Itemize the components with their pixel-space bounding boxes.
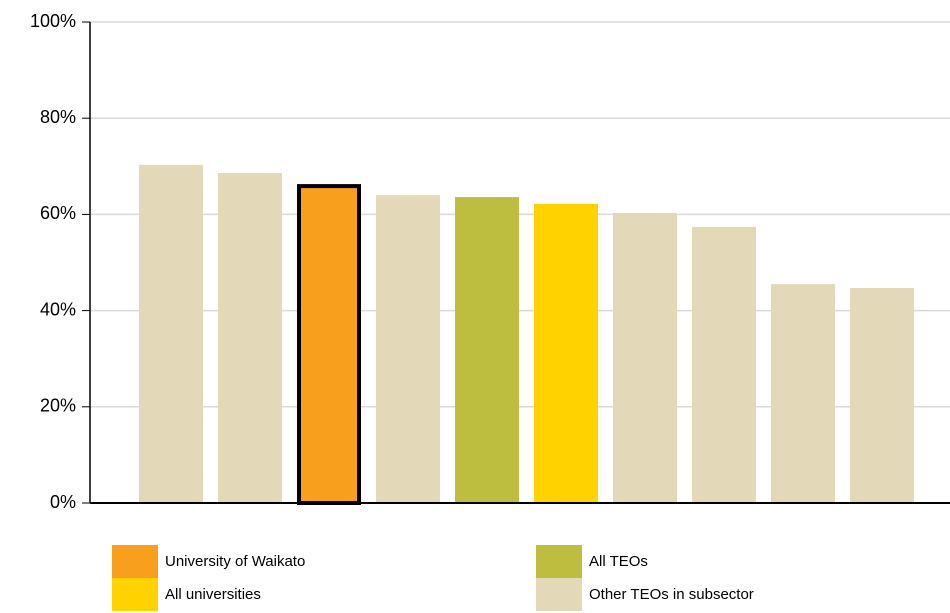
bar — [850, 287, 914, 503]
bar — [692, 226, 756, 503]
legend-label: University of Waikato — [165, 553, 305, 570]
y-tick-label: 100% — [30, 11, 76, 31]
y-tick-label: 20% — [40, 396, 76, 416]
bar — [297, 184, 361, 506]
y-tick-label: 60% — [40, 203, 76, 223]
legend-label: All universities — [165, 586, 261, 603]
bar — [376, 195, 440, 503]
y-tick-label: 80% — [40, 107, 76, 127]
legend-label: All TEOs — [589, 553, 648, 570]
bar — [139, 164, 203, 503]
legend-swatch — [112, 578, 158, 611]
legend-label: Other TEOs in subsector — [589, 586, 754, 603]
legend-swatch — [536, 578, 582, 611]
bar — [613, 212, 677, 503]
y-tick-label: 0% — [50, 492, 76, 512]
bar — [218, 173, 282, 503]
bar — [455, 197, 519, 504]
bar — [771, 284, 835, 503]
legend-swatch — [112, 545, 158, 578]
legend-swatch — [536, 545, 582, 578]
bar — [534, 203, 598, 503]
y-tick-label: 40% — [40, 299, 76, 319]
